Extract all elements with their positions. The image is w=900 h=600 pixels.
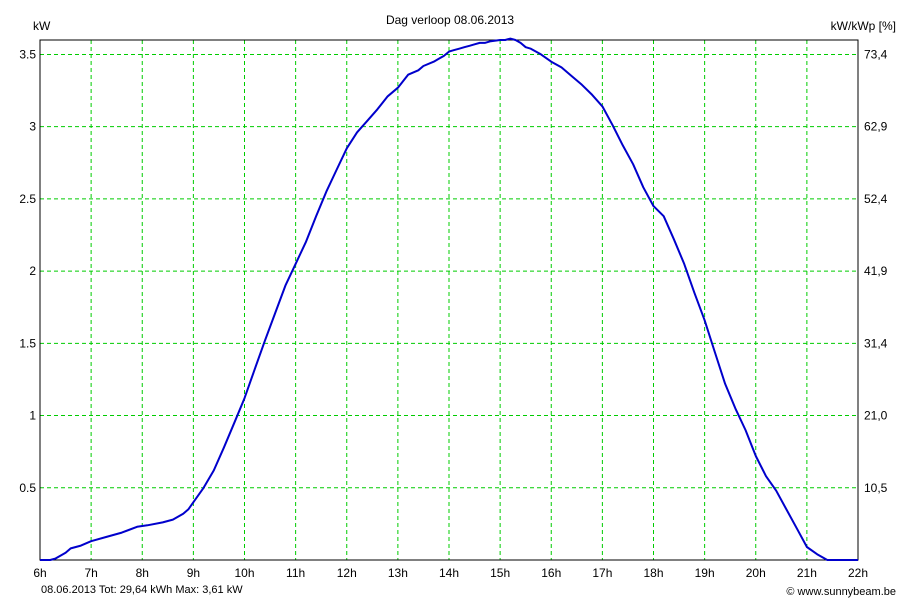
y-axis-left-label: kW: [33, 19, 51, 33]
y-tick-label-left: 2.5: [19, 192, 36, 206]
x-ticks: 6h 7h 8h 9h 10h 11h 12h 13h 14h 15h 16h 17h 18h 19h 20…: [33, 566, 868, 580]
y-tick-label-right: 10,5: [864, 481, 888, 495]
y-tick-label-left: 1.5: [19, 336, 36, 350]
footer-credit: © www.sunnybeam.be: [786, 586, 896, 598]
x-tick-label: 8h: [136, 566, 149, 580]
x-tick-label: 15h: [490, 566, 510, 580]
y-ticks-left: 0.5 1 1.5 2 2.5 3 3.5: [19, 47, 36, 494]
y-tick-label-right: 52,4: [864, 192, 888, 206]
chart-title: Dag verloop 08.06.2013: [386, 13, 514, 27]
x-tick-label: 20h: [746, 566, 766, 580]
x-tick-label: 13h: [388, 566, 408, 580]
x-tick-label: 16h: [541, 566, 561, 580]
x-tick-label: 7h: [84, 566, 97, 580]
x-tick-label: 6h: [33, 566, 46, 580]
x-tick-label: 10h: [234, 566, 254, 580]
y-tick-label-right: 21,0: [864, 409, 888, 423]
y-tick-label-right: 62,9: [864, 120, 888, 134]
footer-info: 08.06.2013 Tot: 29,64 kWh Max: 3,61 kW: [41, 584, 243, 596]
x-tick-label: 21h: [797, 566, 817, 580]
grid: [40, 40, 858, 560]
y-tick-label-right: 31,4: [864, 336, 888, 350]
y-tick-label-left: 3.5: [19, 47, 36, 61]
x-tick-label: 9h: [187, 566, 200, 580]
x-tick-label: 14h: [439, 566, 459, 580]
y-tick-label-left: 3: [29, 120, 36, 134]
x-tick-label: 19h: [695, 566, 715, 580]
y-tick-label-right: 73,4: [864, 47, 888, 61]
y-tick-label-left: 2: [29, 264, 36, 278]
y-axis-right-label: kW/kWp [%]: [831, 19, 896, 33]
y-tick-label-right: 41,9: [864, 264, 888, 278]
x-tick-label: 22h: [848, 566, 868, 580]
y-tick-label-left: 0.5: [19, 481, 36, 495]
plot-frame: [39, 39, 859, 561]
x-tick-label: 18h: [643, 566, 663, 580]
x-tick-label: 12h: [337, 566, 357, 580]
series-line: [40, 37, 858, 561]
y-ticks-right: 10,5 21,0 31,4 41,9 52,4 62,9 73,4: [864, 47, 888, 494]
x-tick-label: 17h: [592, 566, 612, 580]
x-tick-label: 11h: [286, 566, 305, 580]
y-tick-label-left: 1: [29, 409, 36, 423]
